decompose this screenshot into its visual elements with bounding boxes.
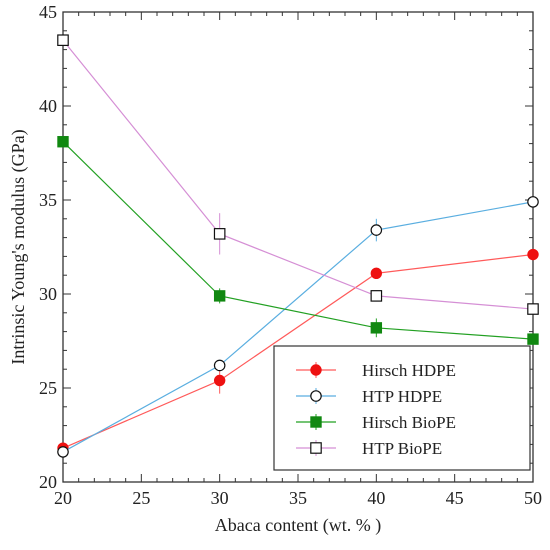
series-2-point — [57, 136, 69, 148]
y-tick-label: 30 — [39, 284, 57, 304]
series-3-point — [527, 303, 539, 315]
series-0-point — [527, 248, 539, 261]
legend-entry: HTP HDPE — [296, 387, 442, 406]
legend-entry: Hirsch BioPE — [296, 413, 456, 432]
series — [57, 34, 539, 458]
legend-entry: Hirsch HDPE — [296, 361, 456, 380]
legend: Hirsch HDPE HTP HDPE Hirsch BioPE HTP BioPE — [273, 345, 531, 471]
x-tick-label: 50 — [524, 488, 542, 508]
series-line — [62, 201, 534, 453]
legend-0-point — [310, 364, 322, 376]
legend-label: Hirsch HDPE — [362, 361, 456, 380]
series-line — [62, 39, 534, 310]
legend-1-point — [310, 390, 322, 402]
x-axis-label: Abaca content (wt. % ) — [215, 515, 381, 536]
series-1-point — [213, 359, 226, 372]
series-0-point — [213, 374, 226, 387]
series-1 — [57, 196, 539, 458]
series-3-point — [213, 228, 226, 240]
x-tick-label: 30 — [211, 488, 229, 508]
series-1-point — [370, 224, 383, 236]
legend-label: Hirsch BioPE — [362, 413, 456, 432]
x-tick-label: 35 — [289, 488, 307, 508]
x-tick-label: 45 — [446, 488, 464, 508]
ticks: 20 25 30 35 40 45 50 20 25 30 35 40 45 — [39, 2, 542, 508]
y-tick-label: 45 — [39, 2, 57, 22]
series-3-point — [57, 34, 69, 46]
legend-3-point — [310, 442, 322, 454]
legend-entry: HTP BioPE — [296, 439, 442, 458]
x-tick-label: 20 — [54, 488, 72, 508]
series-2-point — [527, 333, 539, 345]
series-3 — [57, 34, 539, 315]
legend-label: HTP HDPE — [362, 387, 442, 406]
series-1-point — [57, 446, 69, 458]
series-2 — [57, 136, 539, 345]
series-1-point — [527, 196, 539, 208]
series-3-point — [370, 290, 383, 302]
y-tick-label: 25 — [39, 378, 57, 398]
x-tick-label: 40 — [367, 488, 385, 508]
series-line — [62, 141, 534, 340]
legend-2-point — [310, 416, 322, 428]
series-2-point — [213, 290, 226, 302]
series-2-point — [370, 322, 383, 334]
legend-label: HTP BioPE — [362, 439, 442, 458]
series-line — [62, 253, 534, 449]
y-axis-label: Intrinsic Young's modulus (GPa) — [8, 129, 29, 364]
y-tick-label: 40 — [39, 96, 57, 116]
series-0-point — [370, 267, 383, 280]
y-tick-label: 20 — [39, 472, 57, 492]
y-tick-label: 35 — [39, 190, 57, 210]
x-tick-label: 25 — [132, 488, 150, 508]
